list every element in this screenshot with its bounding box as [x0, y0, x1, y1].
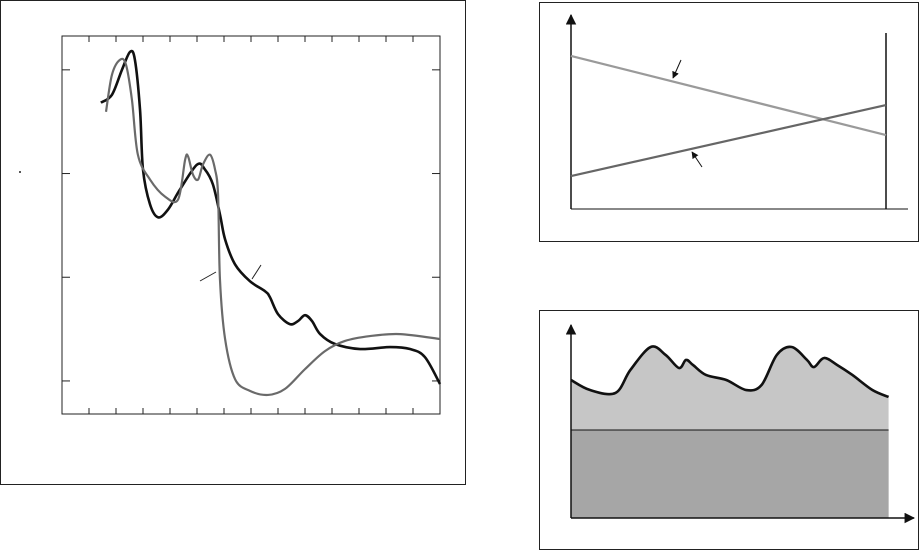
line [570, 103, 887, 178]
panel-frame [0, 0, 466, 485]
panel-frame [539, 310, 919, 550]
leader-line [251, 264, 262, 280]
arrow [691, 151, 703, 168]
line [570, 54, 887, 137]
plot-frame [61, 35, 441, 415]
leader-line [199, 271, 217, 282]
area-edge [570, 345, 890, 399]
area-layer [570, 345, 890, 518]
line [100, 49, 442, 385]
panel-frame [539, 2, 919, 242]
line [104, 57, 441, 397]
dot [19, 171, 21, 173]
area [571, 429, 889, 518]
arrow [672, 59, 682, 79]
